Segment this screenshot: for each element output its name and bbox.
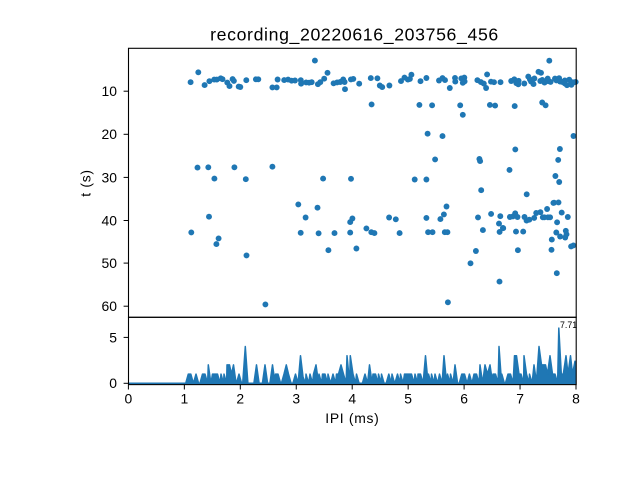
svg-text:5: 5 (404, 390, 412, 406)
svg-text:6: 6 (460, 390, 468, 406)
svg-text:0: 0 (109, 375, 117, 391)
svg-text:t (s): t (s) (77, 169, 93, 196)
svg-text:recording_20220616_203756_456: recording_20220616_203756_456 (210, 24, 499, 45)
svg-text:7.71: 7.71 (560, 320, 577, 330)
svg-text:8: 8 (572, 390, 580, 406)
svg-text:3: 3 (292, 390, 300, 406)
svg-text:5: 5 (109, 329, 117, 345)
svg-text:1: 1 (181, 390, 189, 406)
svg-text:60: 60 (102, 298, 118, 314)
svg-text:7: 7 (516, 390, 524, 406)
svg-text:4: 4 (348, 390, 356, 406)
svg-text:30: 30 (102, 169, 118, 185)
svg-text:IPI (ms): IPI (ms) (325, 410, 379, 426)
svg-text:20: 20 (102, 126, 118, 142)
svg-text:40: 40 (102, 212, 118, 228)
svg-text:50: 50 (102, 255, 118, 271)
svg-text:0: 0 (125, 390, 133, 406)
svg-text:2: 2 (236, 390, 244, 406)
svg-text:10: 10 (102, 83, 118, 99)
